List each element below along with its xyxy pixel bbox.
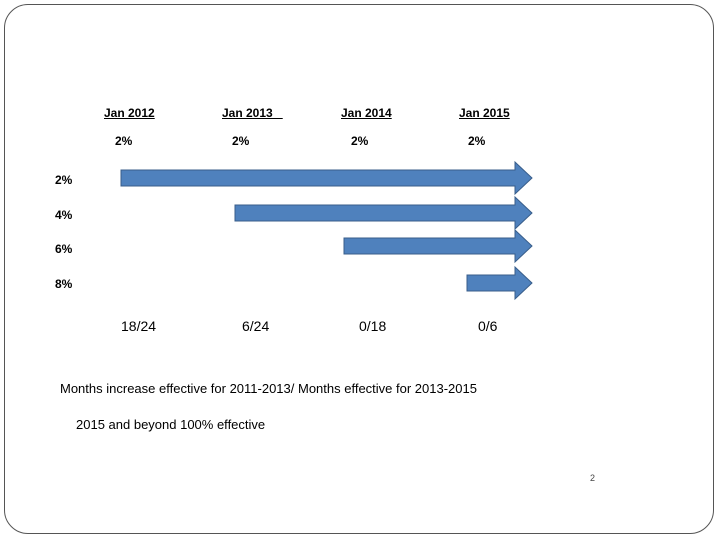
note-months-effective: Months increase effective for 2011-2013/… [60,381,477,396]
fraction-2012: 18/24 [121,318,157,334]
page-number: 2 [590,473,596,483]
column-header-jan-2012: Jan 2012 [104,106,155,120]
row-label-8pct: 8% [55,277,73,291]
arrow-8pct [466,265,533,301]
fraction-2015: 0/6 [478,318,498,334]
note-2015-beyond: 2015 and beyond 100% effective [76,417,266,432]
row-label-2pct: 2% [55,173,73,187]
row-label-6pct: 6% [55,242,73,256]
slide-frame [4,4,714,534]
row-label-4pct: 4% [55,208,73,222]
column-percent-2012: 2% [115,134,133,148]
column-header-jan-2015: Jan 2015 [459,106,510,120]
fraction-2014: 0/18 [359,318,387,334]
arrow-2pct [120,160,533,196]
arrow-6pct [343,228,533,264]
column-header-jan-2013: Jan 2013 [222,106,283,120]
fraction-2013: 6/24 [242,318,270,334]
column-percent-2014: 2% [351,134,369,148]
column-percent-2013: 2% [232,134,250,148]
column-header-jan-2014: Jan 2014 [341,106,392,120]
arrow-4pct [234,195,533,231]
column-percent-2015: 2% [468,134,486,148]
